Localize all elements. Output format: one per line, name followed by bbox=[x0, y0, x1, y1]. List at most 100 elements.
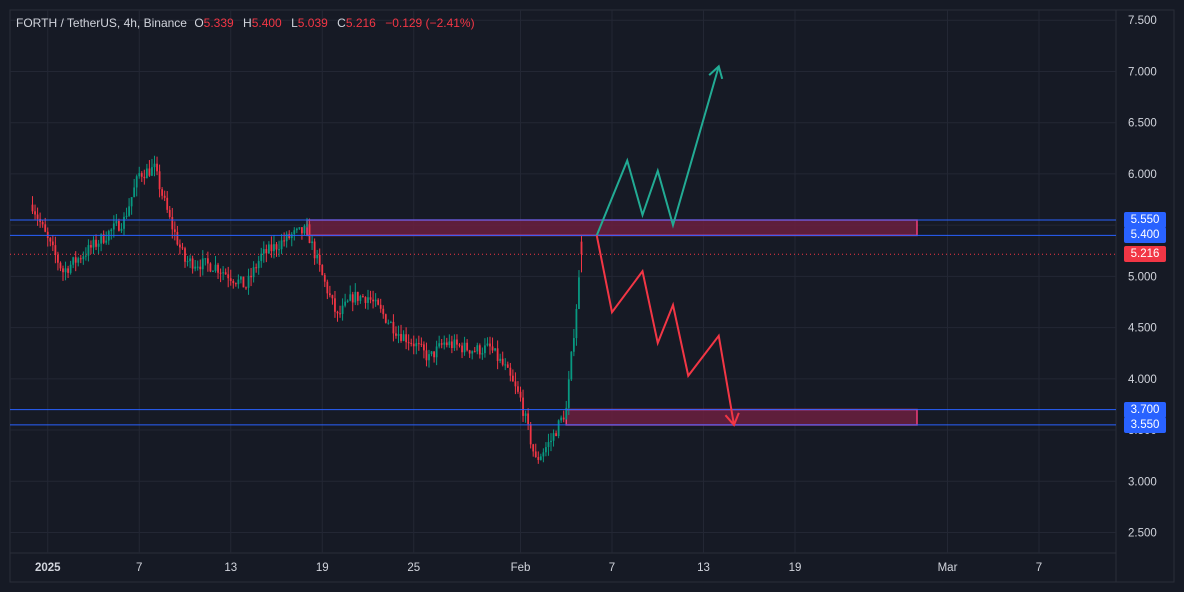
candle bbox=[351, 291, 354, 312]
candle bbox=[173, 221, 176, 241]
candle bbox=[537, 451, 540, 464]
candle bbox=[224, 268, 227, 275]
candle bbox=[326, 279, 329, 300]
candle bbox=[504, 358, 507, 371]
candle-body bbox=[562, 417, 565, 420]
candle bbox=[112, 215, 115, 238]
candle-body bbox=[382, 308, 385, 315]
candle-body bbox=[392, 321, 395, 334]
candle-body bbox=[412, 343, 415, 347]
candle-body bbox=[356, 291, 359, 301]
candle bbox=[245, 286, 247, 290]
candle bbox=[506, 361, 509, 368]
candle-body bbox=[339, 313, 341, 315]
candle bbox=[303, 224, 306, 236]
candle bbox=[339, 305, 341, 318]
candle-body bbox=[227, 274, 230, 279]
candle bbox=[110, 228, 113, 240]
y-tick-label: 4.500 bbox=[1128, 323, 1157, 335]
candle bbox=[473, 346, 476, 353]
candle-body bbox=[374, 299, 377, 302]
low-label: L bbox=[291, 16, 298, 30]
candle-body bbox=[524, 413, 527, 416]
candle bbox=[135, 174, 138, 197]
candle-body bbox=[580, 241, 583, 255]
candle bbox=[273, 235, 275, 259]
candle-body bbox=[476, 345, 479, 352]
candle-body bbox=[51, 241, 54, 246]
candle-body bbox=[522, 397, 524, 416]
chart-border bbox=[9, 9, 1175, 583]
candle bbox=[311, 236, 313, 250]
candle-body bbox=[420, 343, 423, 345]
candle bbox=[560, 415, 563, 423]
candle-body bbox=[499, 358, 502, 361]
candle bbox=[123, 212, 125, 236]
x-tick-label: 2025 bbox=[35, 562, 61, 574]
candle-body bbox=[102, 234, 105, 243]
zone-support bbox=[565, 408, 918, 426]
high-label: H bbox=[243, 16, 252, 30]
candle-body bbox=[323, 275, 326, 282]
candle bbox=[468, 349, 471, 358]
candle bbox=[267, 241, 270, 255]
candle-body bbox=[486, 343, 489, 346]
candle bbox=[499, 353, 502, 364]
candle-body bbox=[318, 254, 321, 265]
candle-body bbox=[161, 189, 164, 196]
candle bbox=[463, 336, 466, 356]
candle bbox=[405, 327, 408, 350]
x-tick-label: 13 bbox=[697, 562, 710, 574]
candle-body bbox=[285, 233, 288, 242]
candle-body bbox=[430, 351, 433, 355]
x-tick-label: 7 bbox=[1036, 562, 1042, 574]
candle-body bbox=[433, 351, 435, 358]
candle-body bbox=[463, 342, 466, 353]
candle-body bbox=[176, 231, 179, 245]
candle bbox=[184, 246, 186, 268]
candle-body bbox=[478, 345, 481, 355]
candle-body bbox=[224, 272, 227, 275]
candle bbox=[562, 410, 565, 423]
candle-body bbox=[428, 354, 430, 361]
candle-body bbox=[471, 351, 474, 354]
candle-body bbox=[260, 253, 263, 262]
candle-body bbox=[212, 270, 214, 272]
y-tick-label: 3.000 bbox=[1128, 476, 1157, 488]
candle-body bbox=[389, 321, 392, 323]
symbol-label: FORTH / TetherUS, 4h, Binance bbox=[16, 16, 187, 30]
candle-body bbox=[262, 249, 265, 254]
candle bbox=[41, 219, 44, 228]
candle-body bbox=[252, 267, 255, 278]
candle bbox=[262, 241, 265, 263]
candle bbox=[265, 244, 268, 263]
candle bbox=[295, 227, 298, 234]
candle-body bbox=[181, 247, 184, 249]
candle bbox=[349, 285, 352, 302]
candle bbox=[466, 339, 469, 352]
candle-body bbox=[511, 375, 514, 382]
candle bbox=[189, 255, 191, 269]
candle-body bbox=[214, 264, 217, 271]
candle-body bbox=[278, 249, 280, 251]
candle bbox=[206, 251, 209, 272]
candle bbox=[438, 335, 441, 349]
candle-body bbox=[425, 350, 428, 361]
candle-body bbox=[82, 256, 85, 260]
candle bbox=[334, 290, 336, 318]
candle-body bbox=[313, 241, 316, 259]
open-value: 5.339 bbox=[203, 16, 234, 30]
candle-body bbox=[572, 338, 575, 352]
candle bbox=[46, 227, 49, 247]
candle-body bbox=[491, 346, 494, 351]
candle bbox=[318, 248, 321, 272]
close-value: 5.216 bbox=[345, 16, 376, 30]
y-tick-label: 4.000 bbox=[1128, 374, 1157, 386]
candle-body bbox=[49, 238, 52, 242]
candle bbox=[255, 263, 258, 273]
candle-body bbox=[234, 283, 237, 285]
candle bbox=[565, 400, 568, 420]
candle bbox=[428, 349, 430, 368]
candle-body bbox=[79, 258, 82, 260]
